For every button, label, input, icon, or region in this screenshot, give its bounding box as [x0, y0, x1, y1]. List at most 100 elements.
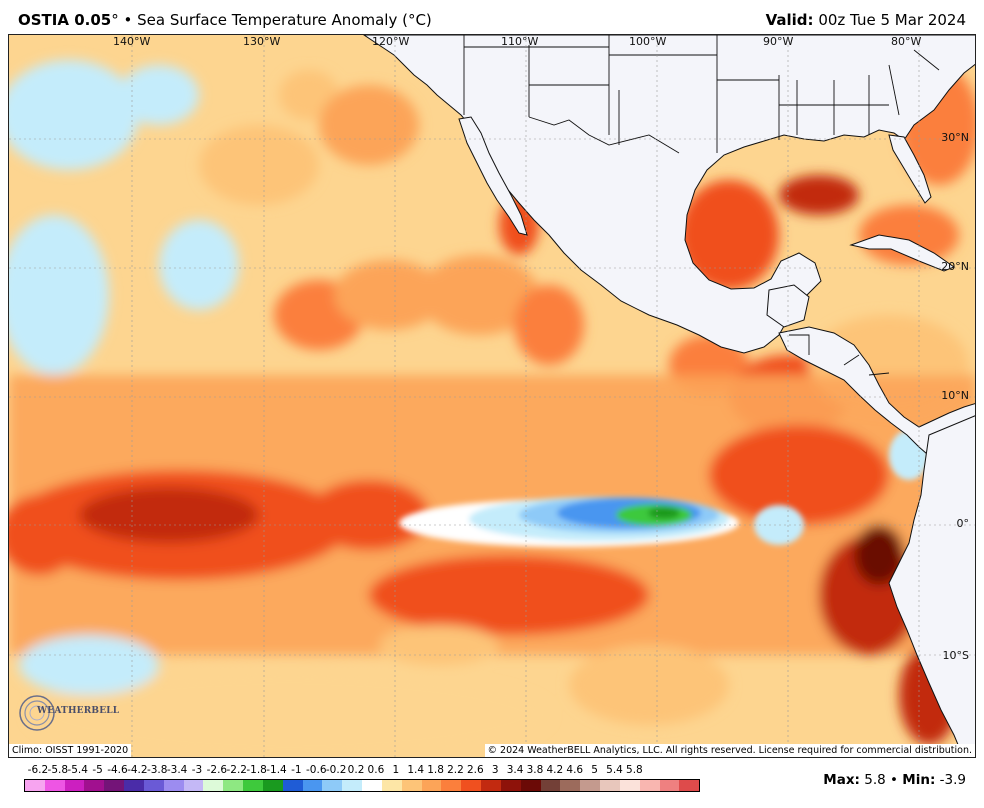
lat-label-20n: 20°N [941, 260, 969, 273]
colorbar-swatch [500, 780, 521, 791]
legend-tick-label: -4.6 [107, 764, 128, 776]
legend-tick-label: 3 [491, 764, 499, 776]
lat-label-10s: 10°S [942, 649, 969, 662]
lat-label-equator: 0° [956, 517, 970, 530]
colorbar-swatch [619, 780, 640, 791]
colorbar-swatch [362, 780, 382, 791]
colorbar-swatch [25, 780, 45, 791]
climo-note: Climo: OISST 1991-2020 [9, 744, 132, 757]
max-label: Max: [823, 772, 860, 788]
legend-tick-label: 3.4 [506, 764, 524, 776]
title-separator: • [123, 11, 133, 29]
field-name: Sea Surface Temperature Anomaly (°C) [137, 11, 432, 29]
legend-tick-label: 2.2 [447, 764, 464, 776]
colorbar-swatch [560, 780, 581, 791]
lon-label-90w: 90°W [763, 35, 794, 48]
colorbar-swatch [64, 780, 85, 791]
colorbar-swatch [600, 780, 620, 791]
colorbar-swatch [441, 780, 462, 791]
colorbar-swatch [421, 780, 442, 791]
colorbar-swatch [143, 780, 164, 791]
colorbar-swatch [322, 780, 343, 791]
legend: -6.2 -5.8 -5.4 -5 -4.6 -4.2 -3.8 -3.4 -3 -2.6 -2.2… [0, 760, 984, 808]
lon-label-100w: 100°W [629, 35, 667, 48]
colorbar-swatch [520, 780, 541, 791]
lat-label-10n: 10°N [941, 389, 969, 402]
legend-tick-label: -6.2 [27, 764, 49, 776]
colorbar-swatch [124, 780, 144, 791]
legend-tick-label: -3 [191, 764, 203, 776]
legend-tick-label: 0.2 [347, 764, 365, 776]
legend-tick-label: -5.8 [47, 764, 69, 776]
colorbar-swatch [262, 780, 283, 791]
map-canvas [9, 35, 975, 757]
stats-separator: • [890, 772, 898, 788]
valid-label: Valid: [765, 11, 814, 29]
colorbar-swatch [302, 780, 323, 791]
legend-tick-label: -5 [92, 764, 103, 776]
colorbar-swatch [104, 780, 125, 791]
legend-tick-label: -3.8 [146, 764, 168, 776]
graticule [9, 35, 975, 757]
legend-tick-label: -3.4 [166, 764, 188, 776]
colorbar-swatch [282, 780, 303, 791]
colorbar-swatch [203, 780, 224, 791]
colorbar-swatch [223, 780, 244, 791]
borders [463, 35, 940, 376]
legend-tick-labels: -6.2 -5.8 -5.4 -5 -4.6 -4.2 -3.8 -3.4 -3 -2.6 -2.2… [0, 764, 760, 778]
legend-tick-label: -0.6 [306, 764, 327, 776]
lon-label-120w: 120°W [372, 35, 410, 48]
map-title: OSTIA 0.05° • Sea Surface Temperature An… [18, 11, 432, 29]
legend-tick-label: 0.6 [367, 764, 385, 776]
header: OSTIA 0.05° • Sea Surface Temperature An… [0, 0, 984, 34]
legend-tick-label: -1.4 [266, 764, 287, 776]
legend-tick-label: -1.8 [246, 764, 267, 776]
legend-tick-label: 5 [591, 764, 598, 776]
legend-tick-label: 5.8 [626, 764, 643, 776]
logo-text: WEATHERBELL [37, 706, 120, 716]
degree-symbol: ° [111, 11, 119, 29]
colorbar-swatch [342, 780, 363, 791]
lon-label-110w: 110°W [501, 35, 539, 48]
max-value: 5.8 [864, 772, 886, 788]
colorbar-swatch [381, 780, 402, 791]
lon-label-140w: 140°W [113, 35, 151, 48]
copyright-note: © 2024 WeatherBELL Analytics, LLC. All r… [484, 744, 975, 757]
legend-tick-label: -0.2 [325, 764, 347, 776]
model-name: OSTIA 0.05 [18, 11, 112, 29]
legend-tick-label: 4.6 [566, 764, 584, 776]
min-label: Min: [902, 772, 936, 788]
colorbar-swatch [44, 780, 65, 791]
valid-time: Valid: 00z Tue 5 Mar 2024 [766, 11, 966, 29]
legend-tick-label: -4.2 [127, 764, 148, 776]
min-value: -3.9 [939, 772, 966, 788]
legend-tick-label: 1 [392, 764, 400, 776]
colorbar-swatch [639, 780, 660, 791]
colorbar-swatch [679, 780, 700, 791]
colorbar-swatch [481, 780, 501, 791]
colorbar-swatch [183, 780, 204, 791]
colorbar-swatch [580, 780, 601, 791]
weatherbell-logo: WEATHERBELL [15, 693, 119, 733]
legend-tick-label: 3.8 [526, 764, 544, 776]
legend-tick-label: -5.4 [67, 764, 88, 776]
sst-anomaly-map: 140°W 130°W 120°W 110°W 100°W 90°W 80°W … [8, 34, 976, 758]
legend-tick-label: 4.2 [546, 764, 564, 776]
valid-time-value: 00z Tue 5 Mar 2024 [818, 11, 966, 29]
colorbar-swatch [84, 780, 105, 791]
legend-tick-label: 5.4 [606, 764, 623, 776]
colorbar [24, 779, 700, 792]
colorbar-swatch [461, 780, 482, 791]
lat-label-30n: 30°N [941, 131, 969, 144]
colorbar-swatch [243, 780, 263, 791]
colorbar-swatch [659, 780, 680, 791]
lon-label-80w: 80°W [891, 35, 922, 48]
legend-tick-label: 2.6 [466, 764, 484, 776]
legend-tick-label: 1.4 [407, 764, 425, 776]
lon-label-130w: 130°W [243, 35, 281, 48]
colorbar-swatch [401, 780, 422, 791]
legend-tick-label: -2.6 [206, 764, 228, 776]
colorbar-swatch [540, 780, 561, 791]
colorbar-swatch [163, 780, 184, 791]
cold-tongue [399, 430, 929, 547]
